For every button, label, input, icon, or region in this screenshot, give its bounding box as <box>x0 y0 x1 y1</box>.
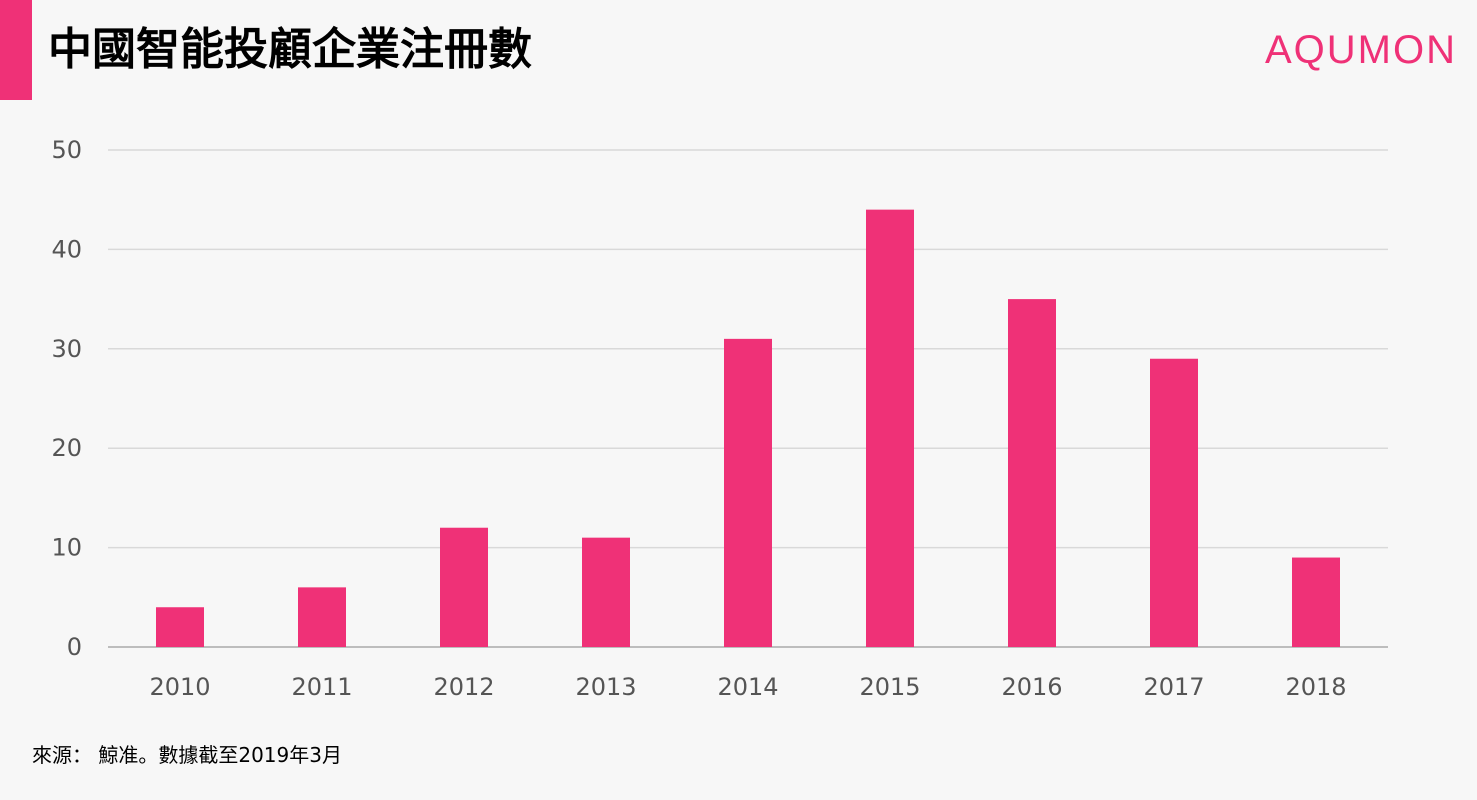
bar-chart: 0 10 20 30 40 50 2010 2011 2012 2013 2014 2015 2016… <box>51 136 1388 701</box>
x-tick-label: 2018 <box>1285 673 1346 701</box>
x-axis-ticks: 2010 2011 2012 2013 2014 2015 2016 2017 2018 <box>149 673 1346 701</box>
y-tick-label: 50 <box>51 136 82 164</box>
brand-logo: AQUMON <box>1265 28 1457 72</box>
y-tick-label: 30 <box>51 335 82 363</box>
bar-2017 <box>1150 358 1198 647</box>
x-tick-label: 2015 <box>859 673 920 701</box>
bar-2013 <box>582 537 630 647</box>
y-tick-label: 20 <box>51 434 82 462</box>
x-tick-label: 2014 <box>717 673 778 701</box>
x-tick-label: 2016 <box>1001 673 1062 701</box>
x-tick-label: 2012 <box>433 673 494 701</box>
bar-2016 <box>1008 299 1056 647</box>
bar-2011 <box>298 587 346 647</box>
y-tick-label: 0 <box>67 633 82 661</box>
bar-2018 <box>1292 557 1340 647</box>
bar-2010 <box>156 607 204 647</box>
chart-title: 中國智能投顧企業注冊數 <box>48 24 532 75</box>
title-accent-bar <box>0 0 32 100</box>
x-tick-label: 2010 <box>149 673 210 701</box>
bar-2015 <box>866 209 914 647</box>
y-tick-label: 40 <box>51 235 82 263</box>
y-axis-ticks: 0 10 20 30 40 50 <box>51 136 82 661</box>
y-tick-label: 10 <box>51 534 82 562</box>
x-tick-label: 2013 <box>575 673 636 701</box>
bar-2014 <box>724 338 772 647</box>
x-tick-label: 2011 <box>291 673 352 701</box>
source-note: 來源： 鯨准。數據截至2019年3月 <box>32 743 342 767</box>
bar-2012 <box>440 527 488 647</box>
x-tick-label: 2017 <box>1143 673 1204 701</box>
bars <box>156 209 1340 647</box>
